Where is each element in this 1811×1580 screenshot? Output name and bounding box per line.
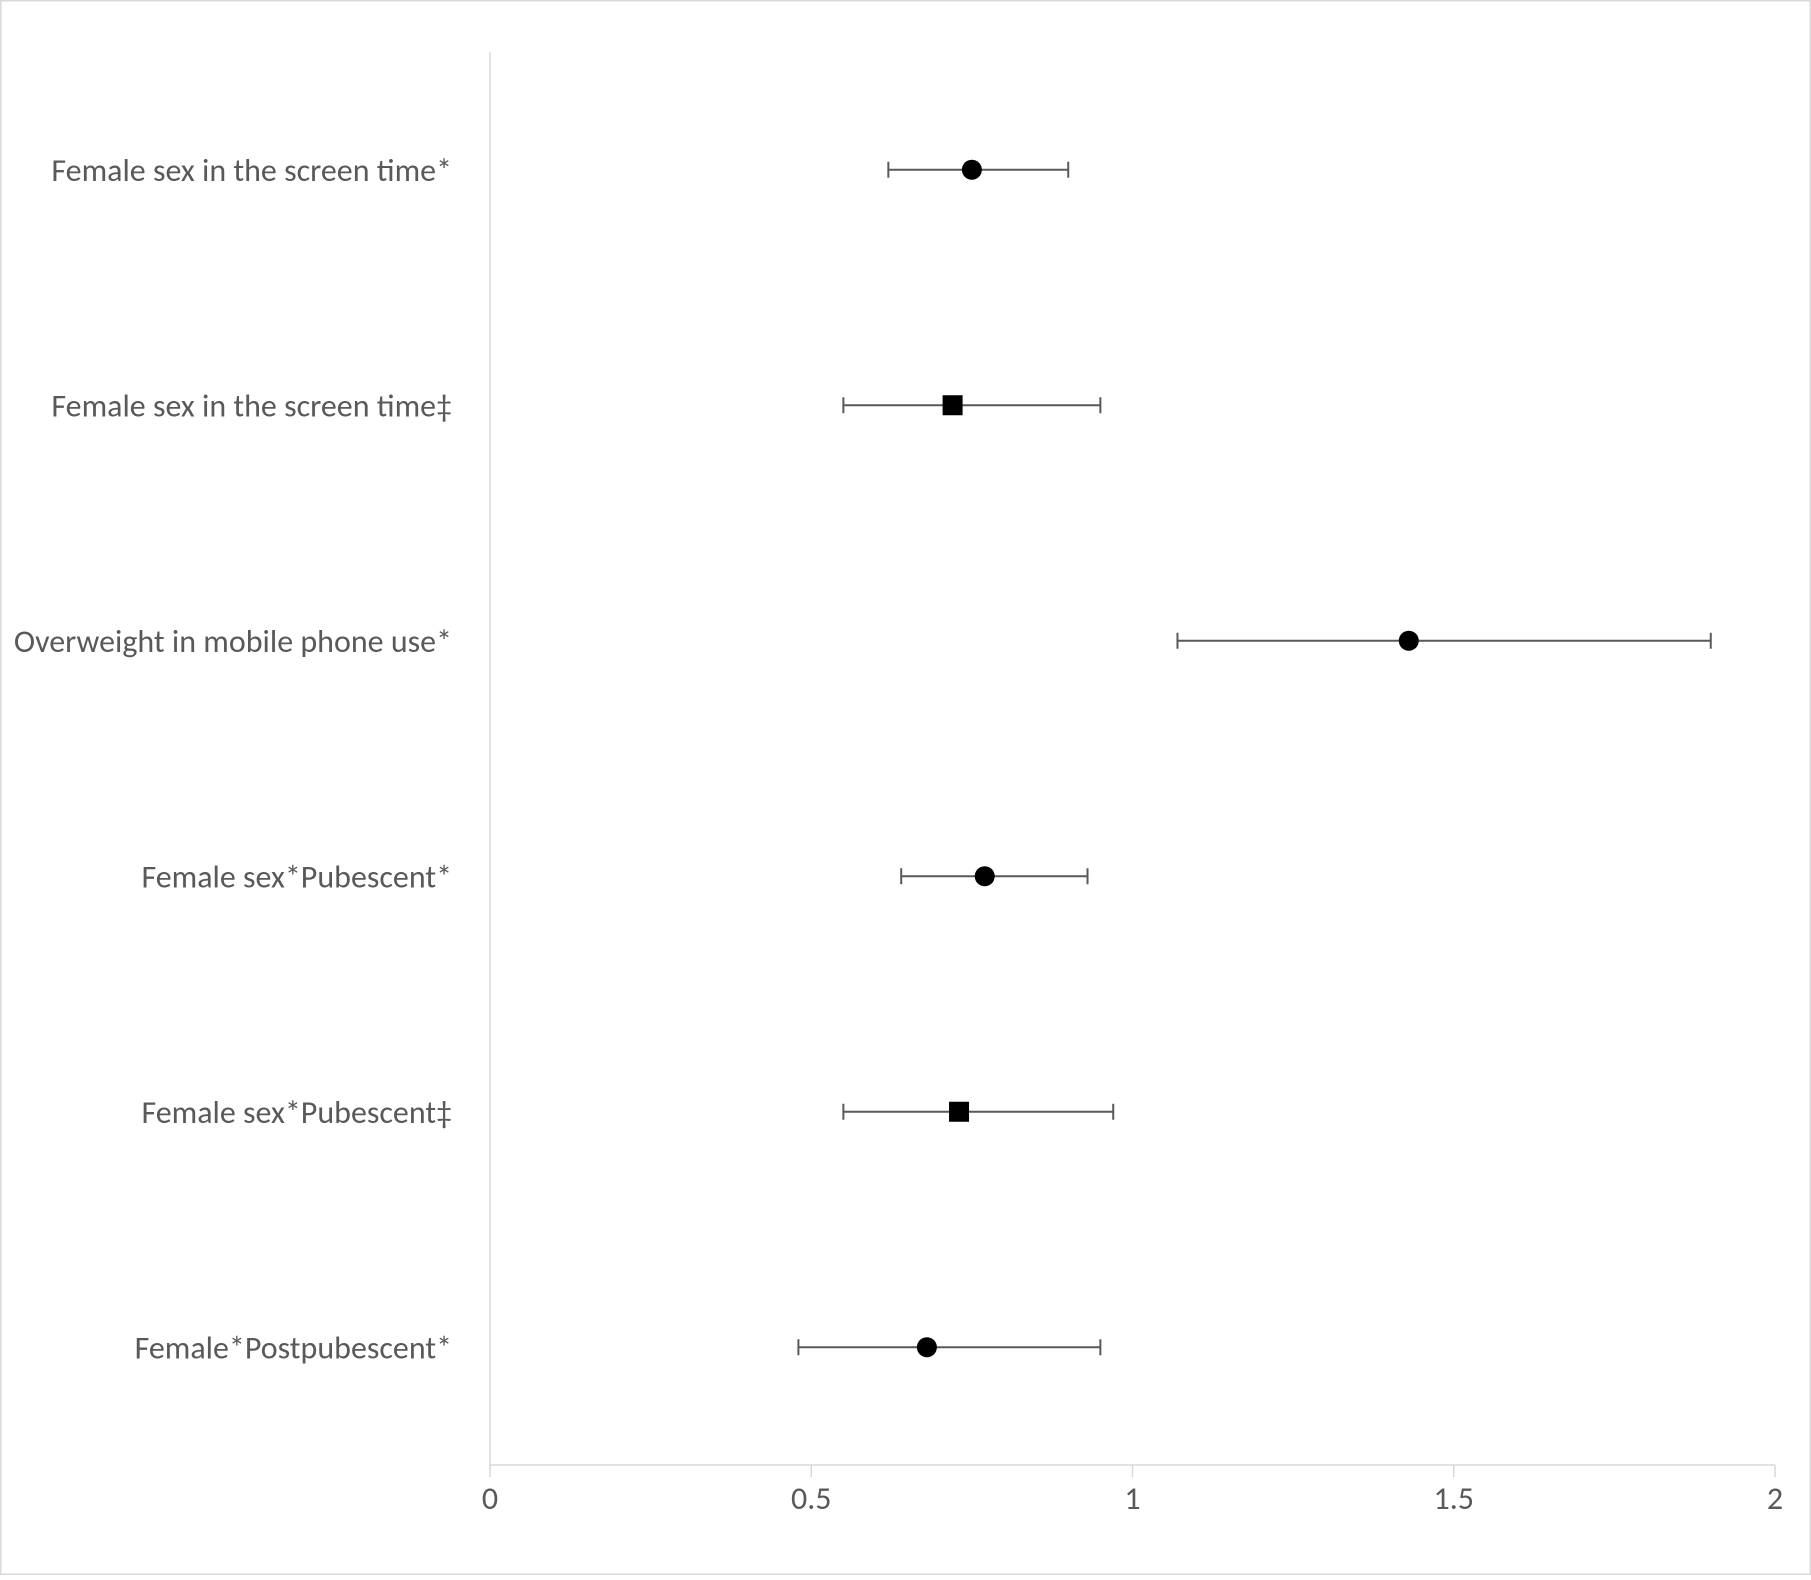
series-label: Female sex*Pubescent‡ (141, 1093, 452, 1132)
x-tick-label: 0 (482, 1479, 498, 1518)
x-tick-label: 2 (1767, 1479, 1783, 1518)
point-marker-circle (962, 160, 982, 180)
point-marker-square (949, 1102, 969, 1122)
point-marker-circle (917, 1337, 937, 1357)
point-marker-circle (975, 866, 995, 886)
series-label: Female sex in the screen time* (51, 151, 452, 190)
series-label: Overweight in mobile phone use* (14, 622, 452, 661)
chart-svg: 0 0.5 1 1.5 2 Female sex in the screen time* F… (0, 0, 1811, 1575)
series-label: Female sex in the screen time‡ (51, 386, 452, 425)
x-tick-label: 1.5 (1433, 1479, 1474, 1518)
forest-plot: 0 0.5 1 1.5 2 Female sex in the screen time* F… (0, 0, 1811, 1580)
x-tick-label: 0.5 (791, 1479, 832, 1518)
x-tick-label: 1 (1124, 1479, 1140, 1518)
point-marker-square (943, 395, 963, 415)
series-label: Female sex*Pubescent* (141, 857, 452, 896)
point-marker-circle (1399, 631, 1419, 651)
series-label: Female*Postpubescent* (135, 1328, 452, 1367)
